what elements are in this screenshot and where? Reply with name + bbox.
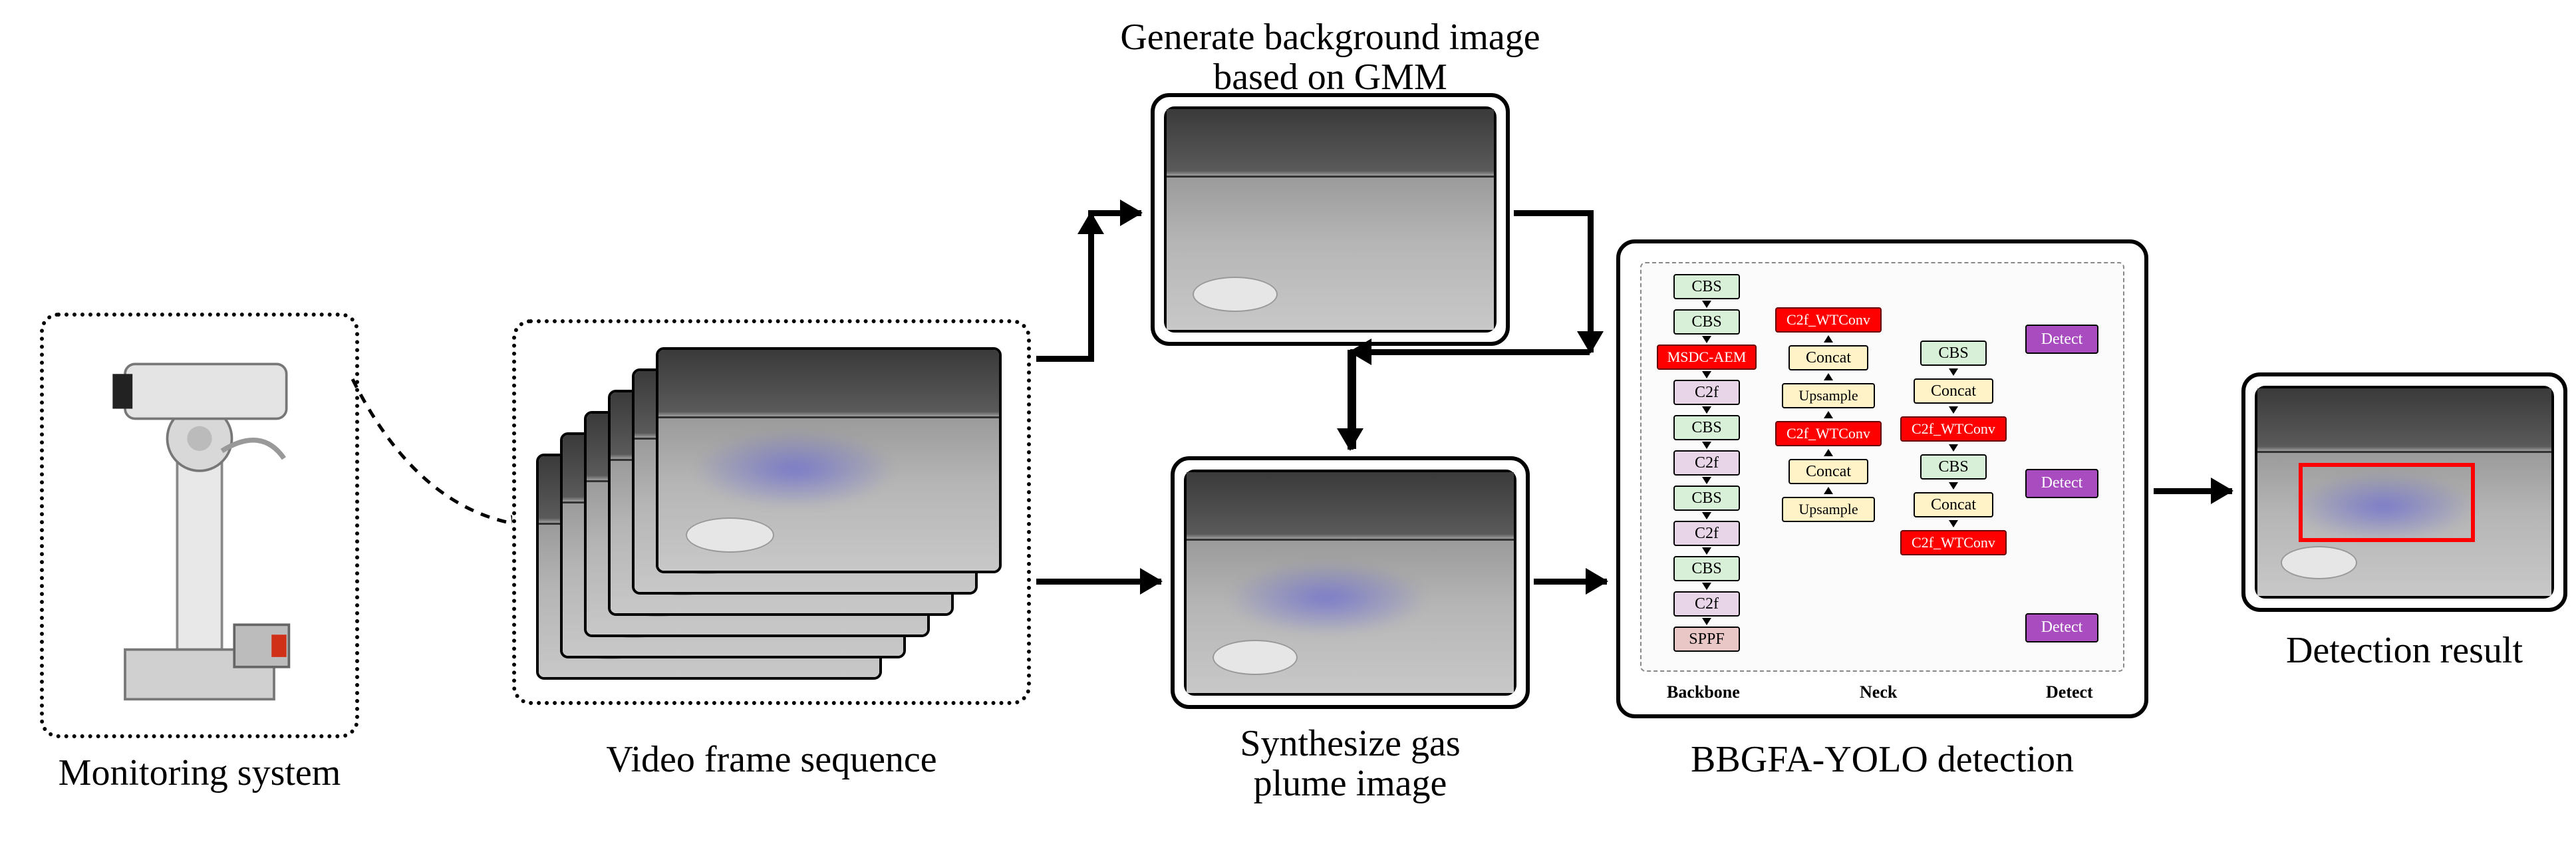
block-cbs: CBS (1673, 556, 1740, 581)
block-c2f: C2f (1673, 591, 1740, 617)
block-detect: Detect (2025, 325, 2098, 354)
gmm-title-line1: Generate background image (1064, 16, 1596, 59)
block-cbs: CBS (1920, 454, 1987, 480)
detection-result-label: Detection result (2241, 629, 2567, 672)
arrow-segment (1514, 210, 1594, 216)
arrow-right (2154, 488, 2232, 494)
monitoring-system-label: Monitoring system (40, 752, 359, 794)
arrow-up (1088, 213, 1094, 359)
arrow-down (1348, 350, 1354, 450)
dashed-connector (346, 372, 539, 545)
block-upsample: Upsample (1782, 383, 1875, 408)
detect-col-label: Detect (2046, 682, 2093, 702)
frame-thumb (656, 347, 1002, 573)
block-c2f: C2f (1673, 450, 1740, 476)
yolo-label: BBGFA-YOLO detection (1616, 738, 2148, 781)
synth-plume-panel (1171, 456, 1530, 709)
arrow-segment (1036, 356, 1094, 362)
gas-plume-overlay (1226, 561, 1429, 636)
detection-bbox (2299, 463, 2475, 542)
neck-right-column: CBS Concat C2f_WTConv CBS Concat C2f_WTC… (1897, 274, 2010, 660)
neck-left-column: C2f_WTConv Concat Upsample C2f_WTConv Co… (1772, 274, 1885, 660)
video-frames-label: Video frame sequence (512, 738, 1031, 781)
block-c2f: C2f (1673, 521, 1740, 546)
gmm-background-image (1164, 106, 1497, 333)
block-upsample: Upsample (1782, 497, 1875, 522)
synth-label-line2: plume image (1171, 762, 1530, 805)
synth-plume-image (1184, 470, 1516, 696)
yolo-architecture-inner: CBS CBS MSDC-AEM C2f CBS C2f CBS C2f CBS… (1640, 262, 2124, 672)
block-cbs: CBS (1673, 415, 1740, 440)
backbone-col-label: Backbone (1667, 682, 1740, 702)
synth-label-line1: Synthesize gas (1171, 722, 1530, 765)
monitoring-system-panel (40, 313, 359, 738)
camera-icon (73, 339, 326, 712)
backbone-column: CBS CBS MSDC-AEM C2f CBS C2f CBS C2f CBS… (1653, 274, 1760, 660)
block-detect: Detect (2025, 469, 2098, 498)
block-cbs: CBS (1673, 309, 1740, 335)
detection-result-panel (2241, 372, 2567, 612)
block-concat: Concat (1914, 378, 1993, 404)
block-wtconv: C2f_WTConv (1900, 416, 2007, 442)
arrow-left-hidden (1350, 349, 1590, 355)
block-wtconv: C2f_WTConv (1775, 307, 1882, 333)
gmm-title-line2: based on GMM (1064, 56, 1596, 98)
video-frame-sequence-panel (512, 319, 1031, 705)
block-cbs: CBS (1920, 341, 1987, 366)
block-cbs: CBS (1673, 486, 1740, 511)
arrow-right (1088, 210, 1141, 216)
block-wtconv: C2f_WTConv (1900, 530, 2007, 555)
arrow-right (1036, 579, 1161, 585)
block-concat: Concat (1789, 345, 1868, 370)
arrow-right (1534, 579, 1607, 585)
arrow-down (1588, 210, 1594, 352)
block-cbs: CBS (1673, 274, 1740, 299)
block-msdc: MSDC-AEM (1657, 345, 1757, 370)
yolo-architecture-panel: CBS CBS MSDC-AEM C2f CBS C2f CBS C2f CBS… (1616, 239, 2148, 718)
block-detect: Detect (2025, 613, 2098, 642)
block-sppf: SPPF (1673, 627, 1740, 652)
gmm-background-panel (1151, 93, 1510, 346)
neck-col-label: Neck (1860, 682, 1897, 702)
block-c2f: C2f (1673, 380, 1740, 405)
block-wtconv: C2f_WTConv (1775, 421, 1882, 446)
detect-column: Detect Detect Detect (2022, 274, 2102, 660)
detection-result-image (2255, 386, 2554, 599)
block-concat: Concat (1914, 492, 1993, 517)
block-concat: Concat (1789, 459, 1868, 484)
